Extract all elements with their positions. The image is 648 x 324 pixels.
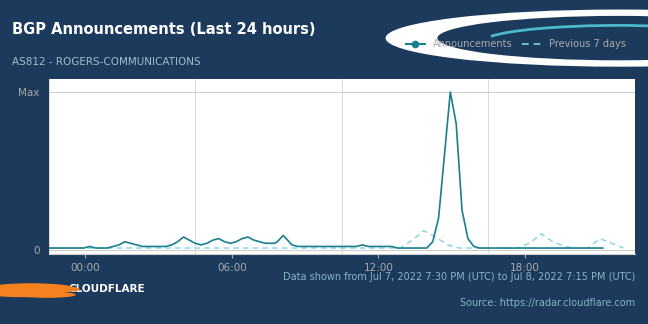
Circle shape <box>437 16 648 60</box>
Text: BGP Announcements (Last 24 hours): BGP Announcements (Last 24 hours) <box>12 22 315 37</box>
Circle shape <box>0 290 57 297</box>
Legend: Announcements, Previous 7 days: Announcements, Previous 7 days <box>402 35 630 53</box>
Circle shape <box>0 283 73 292</box>
Circle shape <box>386 9 648 67</box>
Circle shape <box>17 292 76 298</box>
Text: CLOUDFLARE: CLOUDFLARE <box>68 284 145 294</box>
Text: Source: https://radar.cloudflare.com: Source: https://radar.cloudflare.com <box>460 298 635 308</box>
Text: AS812 - ROGERS-COMMUNICATIONS: AS812 - ROGERS-COMMUNICATIONS <box>12 57 200 67</box>
Text: Data shown from Jul 7, 2022 7:30 PM (UTC) to Jul 8, 2022 7:15 PM (UTC): Data shown from Jul 7, 2022 7:30 PM (UTC… <box>283 272 635 282</box>
Circle shape <box>5 285 80 293</box>
